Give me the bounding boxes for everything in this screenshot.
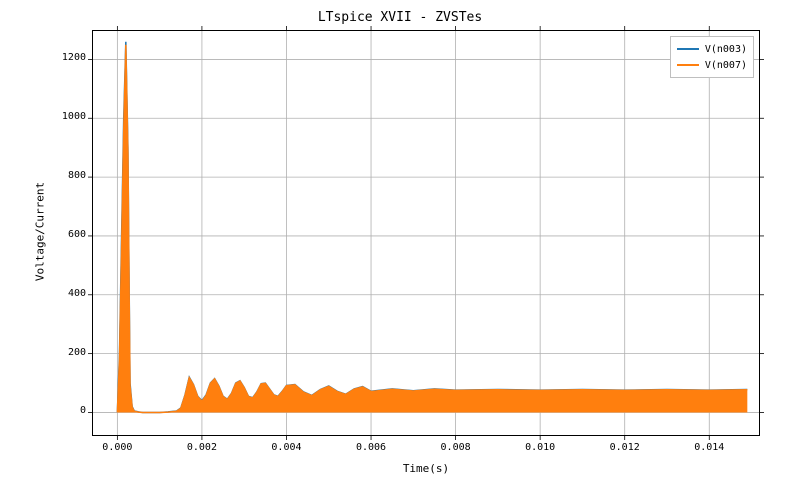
plot-svg — [92, 30, 760, 436]
x-tick-label: 0.012 — [600, 442, 650, 453]
chart-title: LTspice XVII - ZVSTes — [0, 10, 800, 25]
series-line — [117, 42, 747, 413]
series-fill — [117, 45, 747, 413]
y-tick-label: 800 — [42, 170, 86, 181]
x-tick-label: 0.008 — [431, 442, 481, 453]
plot-area — [92, 30, 760, 436]
x-axis-label: Time(s) — [92, 462, 760, 475]
x-tick-label: 0.010 — [515, 442, 565, 453]
legend-item: V(n007) — [677, 57, 747, 73]
series-line — [117, 45, 747, 413]
y-tick-label: 1000 — [42, 111, 86, 122]
legend-swatch — [677, 48, 699, 50]
y-tick-label: 1200 — [42, 52, 86, 63]
y-tick-label: 600 — [42, 229, 86, 240]
figure: LTspice XVII - ZVSTes Voltage/Current 02… — [0, 0, 800, 500]
x-tick-label: 0.014 — [684, 442, 734, 453]
x-tick-label: 0.006 — [346, 442, 396, 453]
x-tick-label: 0.004 — [261, 442, 311, 453]
y-tick-label: 200 — [42, 347, 86, 358]
legend: V(n003) V(n007) — [670, 36, 754, 78]
legend-item: V(n003) — [677, 41, 747, 57]
y-tick-label: 0 — [42, 405, 86, 416]
x-tick-label: 0.002 — [177, 442, 227, 453]
legend-label: V(n007) — [705, 60, 747, 71]
x-tick-label: 0.000 — [92, 442, 142, 453]
legend-swatch — [677, 64, 699, 66]
y-tick-label: 400 — [42, 288, 86, 299]
legend-label: V(n003) — [705, 44, 747, 55]
